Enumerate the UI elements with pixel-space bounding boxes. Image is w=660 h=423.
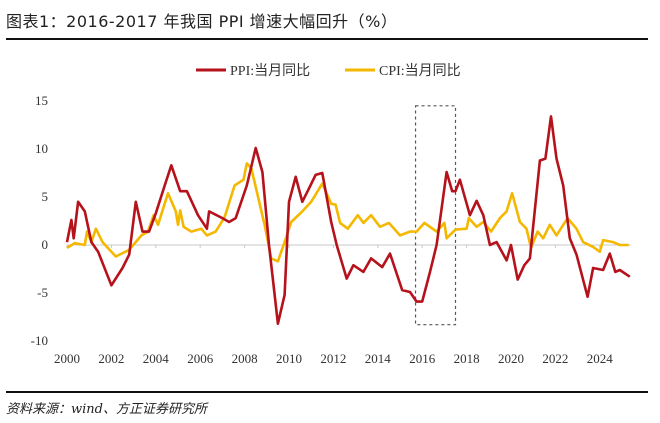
source-note: 资料来源：wind、方正证券研究所 [6,402,207,417]
y-tick-label: 10 [35,141,48,156]
x-tick-label: 2018 [454,351,480,366]
y-tick-label: 5 [42,189,49,204]
x-tick-label: 2004 [143,351,170,366]
highlight-box [414,105,457,326]
cpi-series-line [66,162,629,263]
x-tick-label: 2012 [320,351,346,366]
x-tick-label: 2006 [187,351,214,366]
legend-label-ppi: PPI:当月同比 [230,63,310,79]
x-tick-label: 2016 [409,351,436,366]
chart-title: 图表1：2016-2017 年我国 PPI 增速大幅回升（%） [6,12,398,31]
x-tick-label: 2022 [542,351,568,366]
title-rule [6,38,648,40]
x-tick-label: 2020 [498,351,524,366]
source-rule [6,391,648,393]
series-lines [65,115,631,325]
y-tick-label: 0 [42,237,49,252]
ppi-series-line [65,115,631,325]
axes: 15 10 5 0 -5 -10 2000 2002 2004 2006 2008 2010 2012 2… [31,93,631,366]
x-tick-label: 2000 [54,351,80,366]
x-tick-label: 2024 [587,351,614,366]
x-tick-label: 2002 [98,351,124,366]
x-tick-label: 2014 [365,351,392,366]
y-tick-label: -5 [37,285,48,300]
x-tick-label: 2008 [232,351,258,366]
y-tick-label: -10 [31,333,48,348]
legend-label-cpi: CPI:当月同比 [379,63,461,79]
highlight-rect [414,105,457,326]
x-tick-label: 2010 [276,351,302,366]
y-tick-label: 15 [35,93,48,108]
legend: PPI:当月同比 CPI:当月同比 [196,63,461,79]
